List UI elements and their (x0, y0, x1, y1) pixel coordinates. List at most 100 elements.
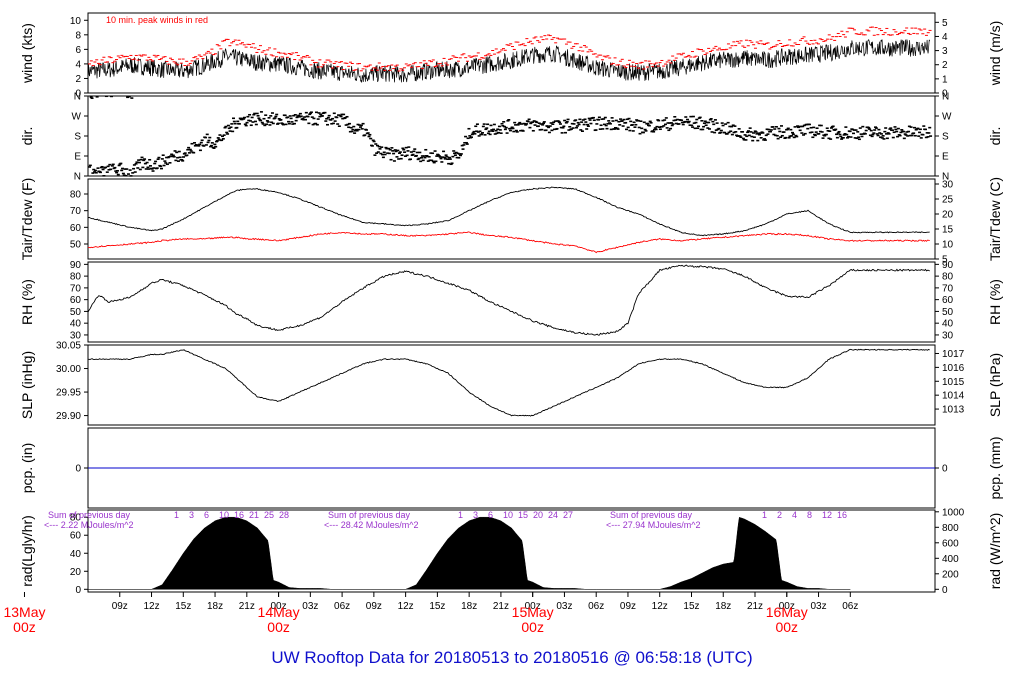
radiation-area-3 (596, 516, 851, 590)
xtick-label: 06z (334, 601, 350, 612)
ylabel-right: pcp. (mm) (987, 437, 1003, 500)
xtick-label: 18z (461, 601, 477, 612)
rad-hour-label: 1 (458, 510, 463, 520)
ytick-label-right: 1015 (942, 377, 965, 388)
wind-annotation: 10 min. peak winds in red (106, 15, 208, 25)
xtick-label: 00z (271, 601, 287, 612)
ytick-label: W (72, 112, 82, 123)
radiation-area-2 (342, 516, 597, 590)
ytick-label-right: 25 (942, 195, 954, 206)
xtick-label: 15z (683, 601, 699, 612)
rad-hour-label: 10 (219, 510, 229, 520)
ytick-label: N (74, 172, 81, 183)
rad-hour-label: 21 (249, 510, 259, 520)
ylabel-left: wind (kts) (19, 23, 35, 84)
rad-hour-label: 1 (174, 510, 179, 520)
rad-hour-label: 27 (563, 510, 573, 520)
rh-line (87, 264, 930, 336)
panel-frame-rad (87, 509, 936, 593)
ylabel-left: dir. (19, 127, 35, 146)
ytick-label: 8 (75, 30, 81, 41)
xtick-label: 12z (143, 601, 159, 612)
ytick-label: E (74, 152, 81, 163)
rad-note-title: Sum of previous day (48, 510, 131, 520)
panel-frame-wind (87, 12, 936, 94)
day-label: 15May (512, 604, 554, 620)
day-label: 13May (3, 604, 45, 620)
ytick-label: 0 (75, 464, 81, 475)
tdew-line (87, 231, 930, 254)
panel-frame-temp (87, 178, 936, 260)
ytick-label: 6 (75, 45, 81, 56)
chart-title: UW Rooftop Data for 20180513 to 20180516… (271, 648, 753, 667)
ytick-label: 80 (70, 190, 82, 201)
rad-hour-label: 24 (548, 510, 558, 520)
ytick-label-right: 1017 (942, 349, 965, 360)
rad-hour-label: 15 (518, 510, 528, 520)
rad-hour-label: 10 (503, 510, 513, 520)
rad-hour-label: 8 (807, 510, 812, 520)
ylabel-left: pcp. (in) (19, 443, 35, 494)
rad-hour-label: 16 (837, 510, 847, 520)
rad-hour-label: 12 (822, 510, 832, 520)
xtick-label: 09z (620, 601, 636, 612)
ytick-label: 4 (75, 59, 81, 70)
ytick-label-right: 40 (942, 319, 954, 330)
ytick-label-right: 600 (942, 538, 959, 549)
ytick-label: 30.00 (56, 364, 81, 375)
rad-hour-label: 28 (279, 510, 289, 520)
xtick-label: 09z (366, 601, 382, 612)
ylabel-right: Tair/Tdew (C) (987, 177, 1003, 261)
xtick-label: 03z (556, 601, 572, 612)
panel-frame-dir (87, 95, 936, 177)
rad-hour-label: 2 (777, 510, 782, 520)
rad-hour-label: 3 (473, 510, 478, 520)
ytick-label-right: 5 (942, 18, 948, 29)
ytick-label: 70 (70, 283, 82, 294)
wind-speed-line (87, 39, 931, 83)
day-label: 16May (766, 604, 808, 620)
ytick-label: 80 (70, 272, 82, 283)
ytick-label: N (74, 92, 81, 103)
ytick-label: 40 (70, 319, 82, 330)
xtick-label: 12z (398, 601, 414, 612)
ylabel-left: Tair/Tdew (F) (19, 178, 35, 260)
rad-hour-label: 3 (189, 510, 194, 520)
day-sublabel: 00z (13, 619, 36, 635)
rad-hour-label: 6 (488, 510, 493, 520)
xtick-label: 18z (715, 601, 731, 612)
xtick-label: 03z (302, 601, 318, 612)
xtick-label: 21z (493, 601, 509, 612)
rad-hour-label: 16 (234, 510, 244, 520)
ytick-label: 50 (70, 307, 82, 318)
ylabel-right: SLP (hPa) (987, 353, 1003, 417)
xtick-label: 21z (239, 601, 255, 612)
ytick-label: 30 (70, 330, 82, 341)
ylabel-left: rad(Lgly/hr) (19, 515, 35, 587)
ytick-label-right: 200 (942, 569, 959, 580)
ytick-label-right: 80 (942, 272, 954, 283)
tair-line (87, 186, 930, 237)
ytick-label-right: W (942, 112, 952, 123)
ytick-label-right: 1000 (942, 507, 965, 518)
ytick-label: 70 (70, 206, 82, 217)
ytick-label-right: 15 (942, 225, 954, 236)
ytick-label-right: 0 (942, 585, 948, 596)
ytick-label-right: N (942, 92, 949, 103)
ytick-label: 29.90 (56, 411, 81, 422)
ytick-label-right: 70 (942, 283, 954, 294)
ytick-label-right: 3 (942, 46, 948, 57)
xtick-label: 00z (525, 601, 541, 612)
ytick-label-right: 90 (942, 260, 954, 271)
ytick-label: 60 (70, 295, 82, 306)
ytick-label: 2 (75, 74, 81, 85)
ytick-label: 80 (70, 513, 82, 524)
xtick-label: 00z (779, 601, 795, 612)
ytick-label-right: 60 (942, 295, 954, 306)
day-sublabel: 00z (775, 619, 798, 635)
rad-note-title: Sum of previous day (328, 510, 411, 520)
panel-frame-slp (87, 344, 936, 426)
ytick-label-right: N (942, 172, 949, 183)
panel-frame-rh (87, 261, 936, 343)
slp-line (88, 348, 930, 417)
